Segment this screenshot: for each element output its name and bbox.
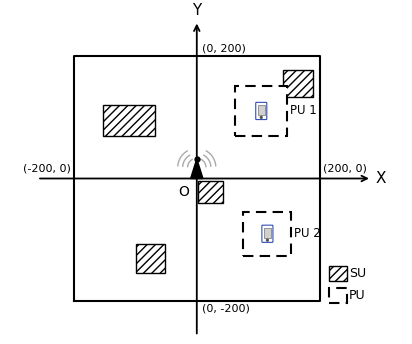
FancyBboxPatch shape [262,225,273,243]
Bar [330,266,346,281]
Bar [330,288,346,302]
Bar [103,105,155,136]
Text: (0, 200): (0, 200) [202,44,246,54]
Text: SU: SU [349,267,366,280]
Text: (-200, 0): (-200, 0) [23,164,71,174]
Bar [243,212,291,256]
Text: PU 2: PU 2 [294,227,321,240]
Text: PU 1: PU 1 [290,105,316,117]
Bar [136,244,166,273]
Text: X: X [375,171,386,186]
Text: Y: Y [192,3,201,18]
Text: (0, -200): (0, -200) [202,303,250,313]
Bar [198,181,222,203]
Text: (200, 0): (200, 0) [323,164,367,174]
Bar [258,105,265,115]
Bar [283,69,314,97]
Bar [235,86,287,136]
Text: PU: PU [349,289,366,302]
FancyBboxPatch shape [256,103,267,120]
Circle shape [260,117,262,118]
Polygon shape [191,159,203,179]
Text: O: O [178,185,190,198]
Circle shape [267,239,268,241]
Bar [264,228,271,238]
